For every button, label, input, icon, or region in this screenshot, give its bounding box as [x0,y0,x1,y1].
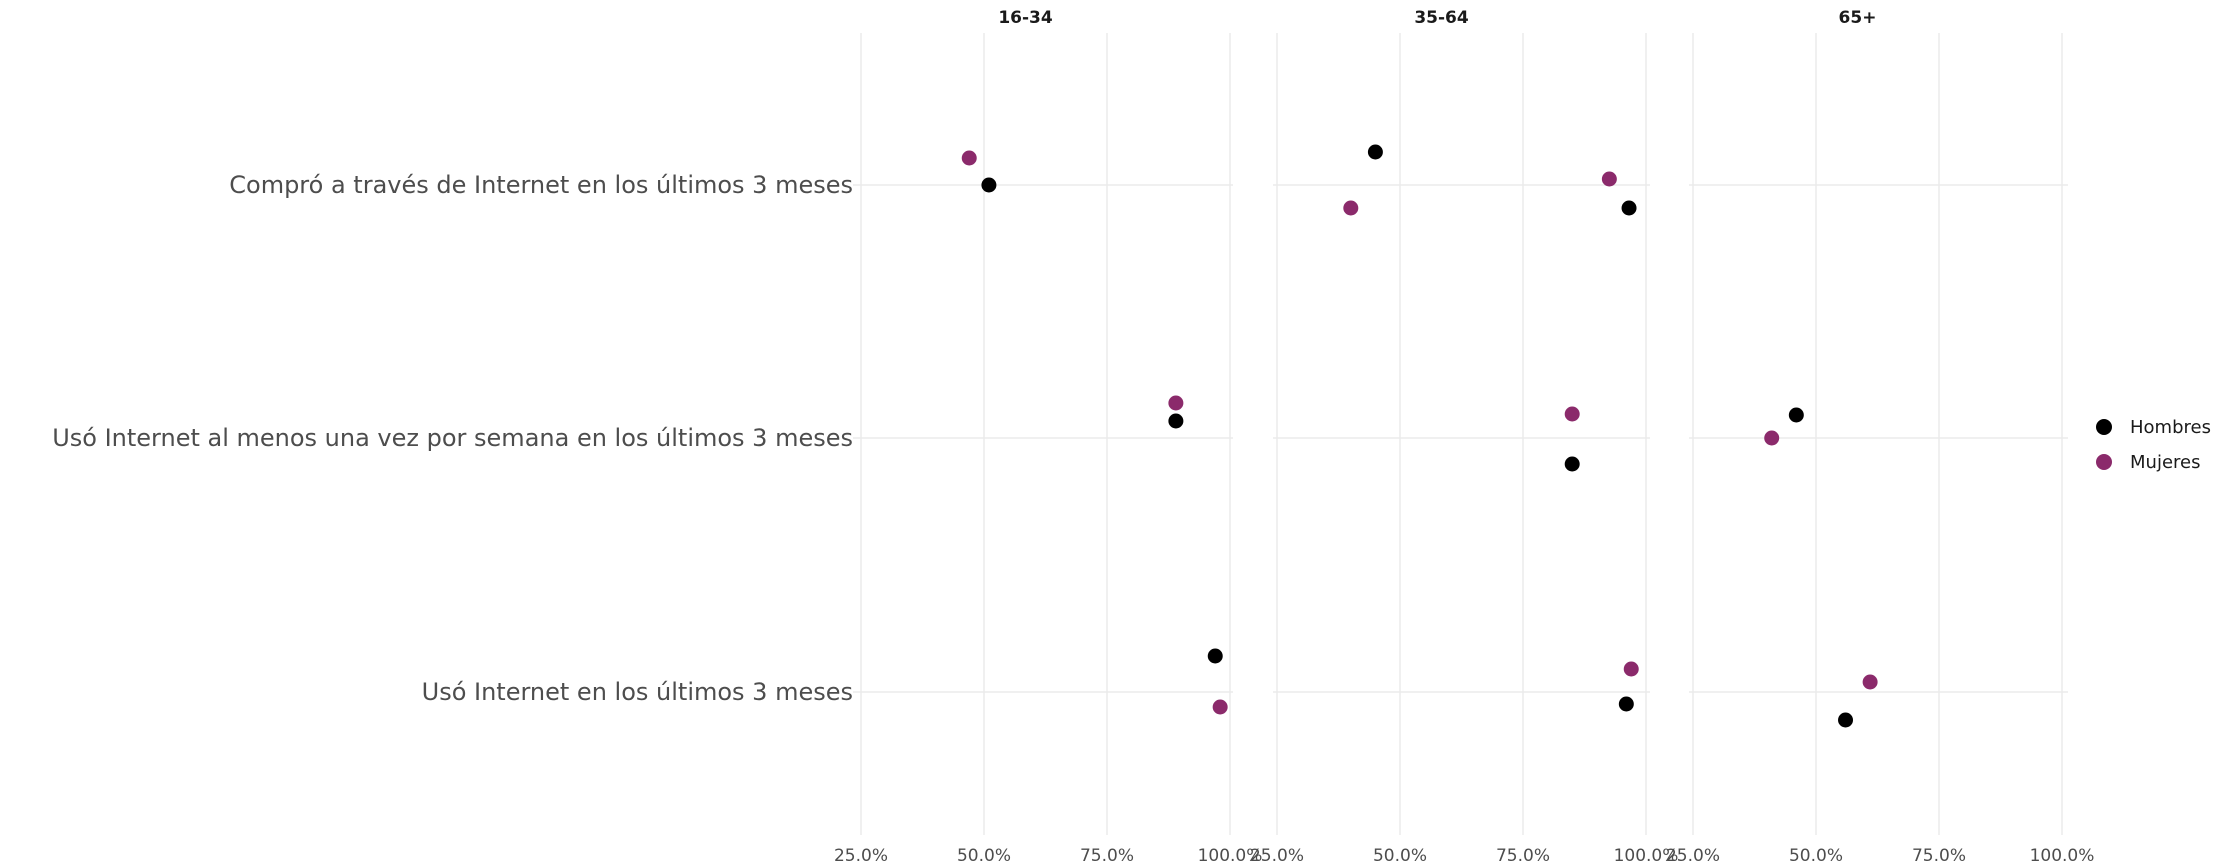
legend-key-mujeres [2096,454,2112,470]
point-hombres-2-0 [1621,200,1637,216]
x-tick-label-1-0: 25.0% [1250,846,1304,866]
point-hombres-1-1 [1564,456,1580,472]
x-tick-label-0-2: 75.0% [1080,846,1134,866]
x-tick-label-2-1: 50.0% [1789,846,1843,866]
point-mujeres-0-2 [1212,699,1228,715]
point-mujeres-1-1 [1564,406,1580,422]
point-hombres-0-2 [1207,648,1223,664]
category-label-0: Compró a través de Internet en los últim… [229,171,853,199]
grid-layer [853,33,2068,835]
point-mujeres-2-2 [1862,674,1878,690]
facet-title-1: 35-64 [1414,8,1469,28]
point-hombres-0-1 [1168,413,1184,429]
legend: Hombres Mujeres [2096,417,2211,473]
x-tick-label-0-1: 50.0% [957,846,1011,866]
facet-title-2: 65+ [1839,8,1877,28]
x-tick-label-1-1: 50.0% [1373,846,1427,866]
x-tick-label-2-3: 100.0% [2030,846,2095,866]
facet-titles: 16-34 35-64 65+ [998,8,1876,28]
point-hombres-1-2 [1618,696,1634,712]
point-hombres-2-2 [1838,712,1854,728]
legend-label-mujeres: Mujeres [2130,452,2200,473]
legend-label-hombres: Hombres [2130,417,2211,438]
point-mujeres-2-1 [1764,430,1780,446]
x-tick-label-0-0: 25.0% [834,846,888,866]
category-label-2: Usó Internet en los últimos 3 meses [422,678,853,706]
point-mujeres-2-0 [1601,171,1617,187]
category-label-1: Usó Internet al menos una vez por semana… [52,424,853,452]
point-mujeres-1-0 [1343,200,1359,216]
facet-title-0: 16-34 [998,8,1053,28]
x-tick-labels: 25.0% 50.0% 75.0% 100.0%25.0% 50.0% 75.0% 100.… [834,846,2094,866]
point-hombres-0-0 [981,177,997,193]
point-mujeres-0-0 [961,150,977,166]
x-tick-label-2-0: 25.0% [1666,846,1720,866]
x-tick-label-0-3: 100.0% [1198,846,1263,866]
point-hombres-1-0 [1367,144,1383,160]
point-mujeres-0-1 [1168,395,1184,411]
point-hombres-2-1 [1788,407,1804,423]
legend-key-hombres [2096,419,2112,435]
x-tick-label-1-2: 75.0% [1496,846,1550,866]
points-layer [961,144,1878,728]
x-tick-label-2-2: 75.0% [1912,846,1966,866]
category-labels: Compró a través de Internet en los últim… [52,171,853,706]
point-mujeres-1-2 [1623,661,1639,677]
x-tick-label-1-3: 100.0% [1614,846,1679,866]
